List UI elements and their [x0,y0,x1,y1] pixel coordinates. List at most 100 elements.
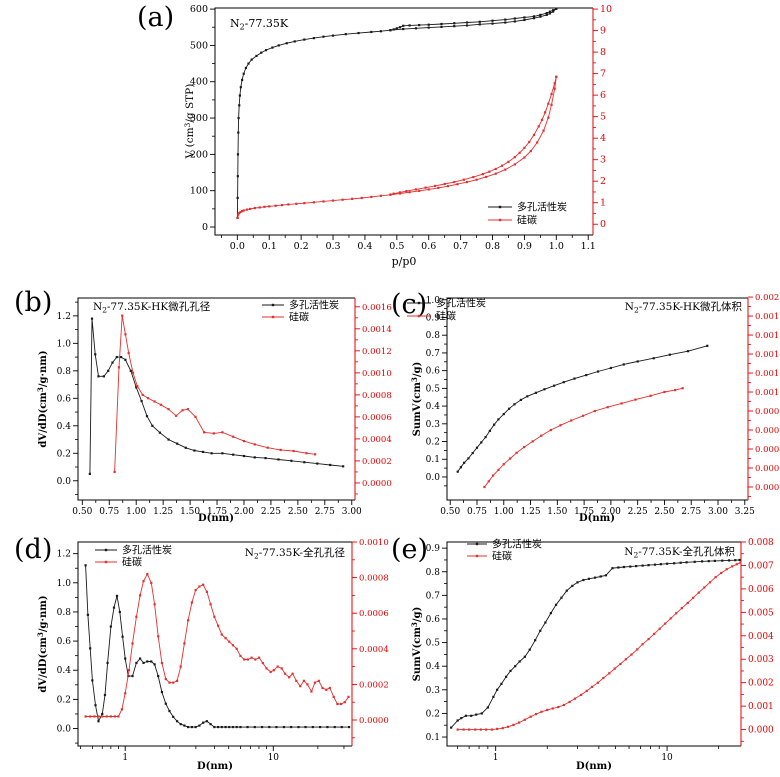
x-tick-label: 2.00 [234,507,254,517]
data-point-marker [250,656,253,659]
data-point-marker [213,615,216,618]
data-point-marker [336,702,339,706]
subplot-label-a: (a) [137,2,175,33]
data-point-marker [198,585,201,588]
data-point-marker [576,581,579,584]
data-point-marker [540,118,544,121]
data-point-marker [290,725,293,729]
x-axis-label: D(nm) [579,513,615,524]
data-point-marker [282,725,286,729]
data-point-marker [276,665,279,668]
data-point-marker [479,728,483,731]
x-tick-label: 2.50 [654,507,674,517]
x-tick-label: 2.75 [315,507,335,517]
x-tick-label: 1.25 [521,507,541,517]
left-tick-label: 1.0 [426,296,441,306]
data-point-marker [497,418,500,421]
data-point-marker [472,176,475,179]
data-point-marker [629,565,632,568]
data-point-marker [314,453,317,456]
y-axis-label: SumV(cm3/g) [410,607,423,682]
x-tick-label: 0.50 [440,507,460,517]
data-point-marker [560,596,563,599]
right-tick-label: 0.0012 [755,369,780,379]
data-point-marker [86,613,90,616]
data-point-marker [258,656,261,659]
data-point-marker [463,461,466,464]
data-point-marker [721,559,724,562]
x-tick-label: 2.00 [601,507,621,517]
right-tick-label: 0.0018 [755,312,780,322]
data-point-marker [543,388,546,391]
data-point-marker [570,419,573,422]
data-point-marker [236,216,239,219]
x-axis-label: D(nm) [198,513,234,524]
right-tick-label: 0.0008 [362,391,392,401]
x-tick-label: 0.3 [325,241,340,252]
data-point-marker [347,725,351,729]
data-point-marker [674,389,677,392]
legend-marker [498,218,502,222]
series-group [88,314,345,475]
data-point-marker [506,725,510,728]
x-tick-label: 3.00 [708,507,728,517]
data-point-marker [548,10,552,13]
data-point-marker [340,702,343,706]
data-point-marker [562,703,565,707]
legend-marker [475,542,479,546]
data-point-marker [523,655,526,658]
data-point-marker [140,399,143,403]
data-point-marker [237,213,240,216]
data-point-marker [465,21,469,24]
legend-label: 硅碳 [517,214,537,227]
series-group [456,344,709,489]
data-point-marker [518,721,521,724]
data-point-marker [145,415,149,418]
data-point-marker [398,191,402,194]
data-point-marker [663,390,666,394]
data-point-marker [245,208,248,211]
data-point-marker [686,601,689,605]
series-line-多孔活性炭 [450,559,740,728]
y-axis-label: SumV(cm3/g) [410,362,423,437]
data-point-marker [231,725,235,729]
data-point-marker [502,412,505,416]
data-point-marker [224,725,227,729]
data-point-marker [501,727,504,730]
data-point-marker [124,692,127,695]
data-point-marker [555,7,558,10]
data-point-marker [620,402,623,405]
data-point-marker [187,619,190,622]
right-tick-label: 6 [600,90,606,101]
data-point-marker [131,642,134,645]
full-pore-volume-chart-e: 1 10 0.1 0.2 0.3 0.4 0.5 0.6 0.7 0.8 0.9 0.000 0.001… [410,538,774,773]
data-point-marker [158,431,162,434]
panel-c: (c) 0.50 0.75 1.00 1.25 1.50 1.75 2.00 2.25 2.50… [390,283,780,528]
left-tick-label: 400 [190,77,208,88]
data-point-marker [220,725,223,729]
chart-title: N2-77.35K-HK微孔体积 [625,300,743,315]
data-point-marker [269,670,272,674]
data-point-marker [500,682,503,686]
data-point-marker [84,715,87,718]
right-tick-label: 1 [600,198,606,209]
data-point-marker [237,116,240,120]
data-point-marker [497,468,500,471]
data-point-marker [285,42,288,45]
data-point-marker [164,702,167,705]
data-point-marker [105,715,108,718]
data-point-marker [183,724,186,727]
data-point-marker [673,562,676,565]
legend-marker [271,315,275,319]
x-tick-label: 0.1 [262,241,277,252]
data-point-marker [552,9,555,12]
x-tick-label: 0.5 [389,241,404,252]
right-tick-label: 0.0006 [362,413,392,423]
right-tick-label: 0.0000 [359,716,389,726]
series-line-硅碳 [457,562,741,731]
data-point-marker [243,658,246,661]
data-point-marker [534,639,537,642]
data-point-marker [146,572,149,576]
right-tick-label: 0.0008 [755,407,780,417]
